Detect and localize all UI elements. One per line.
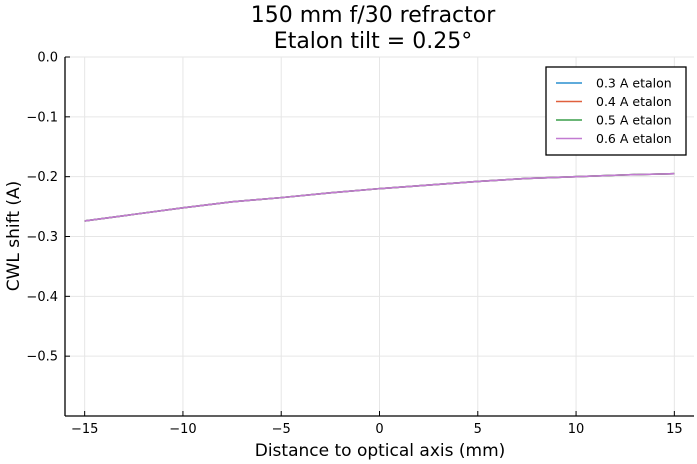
- y-tick-label: −0.1: [26, 110, 58, 125]
- y-tick-label: −0.4: [26, 290, 58, 305]
- y-tick-label: −0.3: [26, 230, 58, 245]
- x-tick-label: 0: [375, 422, 383, 437]
- y-tick-label: −0.5: [26, 350, 58, 365]
- y-tick-label: 0.0: [37, 51, 58, 66]
- title-line-2: Etalon tilt = 0.25°: [274, 29, 472, 54]
- x-tick-label: −5: [272, 422, 291, 437]
- y-axis-label: CWL shift (A): [4, 181, 24, 292]
- x-tick-label: −15: [71, 422, 98, 437]
- x-tick-label: −10: [169, 422, 196, 437]
- x-tick-label: 10: [568, 422, 585, 437]
- series-lines: [84, 172, 675, 222]
- legend-label: 0.5 A etalon: [596, 113, 672, 128]
- series-line-4: [84, 172, 675, 222]
- title-line-1: 150 mm f/30 refractor: [251, 3, 497, 28]
- legend-label: 0.6 A etalon: [596, 131, 672, 146]
- tick-labels: −15 −10 −5 0 5 10 15 0.0 −0.1 −0.2 −0.3 −0.4 −0.5: [26, 51, 682, 438]
- x-axis-label: Distance to optical axis (mm): [255, 441, 506, 461]
- legend-box: [545, 66, 687, 156]
- y-tick-label: −0.2: [26, 170, 58, 185]
- legend-label: 0.3 A etalon: [596, 76, 672, 91]
- legend-label: 0.4 A etalon: [596, 94, 672, 109]
- chart-title: 150 mm f/30 refractor Etalon tilt = 0.25…: [251, 3, 497, 54]
- x-tick-label: 15: [666, 422, 683, 437]
- legend: 0.3 A etalon 0.4 A etalon 0.5 A etalon 0.6 …: [545, 66, 687, 156]
- x-tick-label: 5: [474, 422, 482, 437]
